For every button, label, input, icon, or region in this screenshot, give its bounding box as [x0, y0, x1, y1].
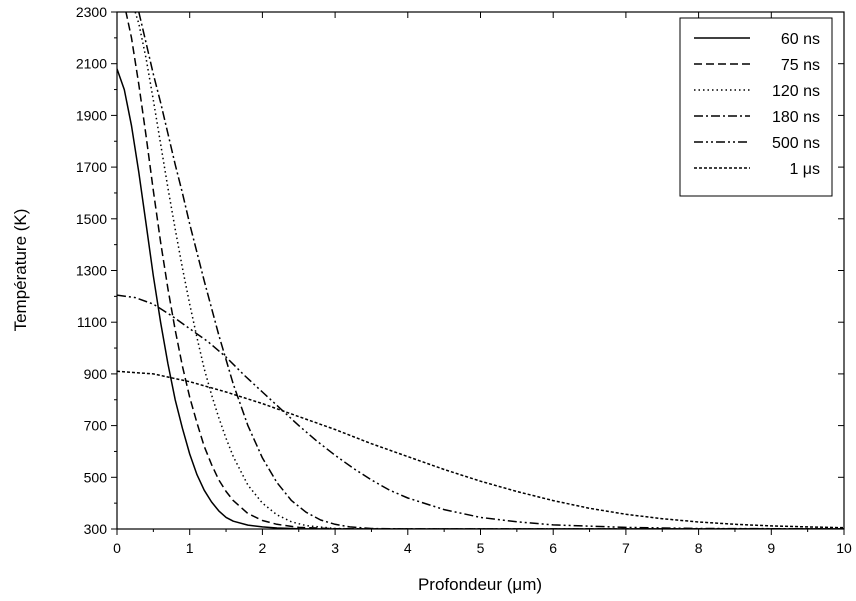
legend-label-6: 1 μs — [789, 161, 820, 178]
legend-label-4: 180 ns — [772, 109, 820, 126]
series-line-5 — [117, 294, 844, 529]
y-tick-label: 2300 — [76, 4, 107, 20]
x-tick-label: 8 — [695, 540, 703, 556]
axes-layer: 0 1 2 3 4 5 6 7 8 9 10 300 500 700 900 1100 1300 1500 1700… — [76, 4, 852, 556]
y-tick-label: 1700 — [76, 159, 107, 175]
legend-label-3: 120 ns — [772, 83, 820, 100]
legend-label-2: 75 ns — [781, 57, 820, 74]
y-tick-label: 900 — [84, 366, 108, 382]
y-tick-label: 700 — [84, 418, 108, 434]
y-tick-label: 1500 — [76, 211, 107, 227]
y-tick-label: 1100 — [77, 314, 107, 330]
legend-label-5: 500 ns — [772, 135, 820, 152]
y-tick-label: 500 — [84, 469, 108, 485]
y-axis-title: Température (K) — [11, 209, 30, 332]
x-tick-label: 10 — [836, 540, 852, 556]
series-line-6 — [117, 370, 844, 529]
x-tick-label: 7 — [622, 540, 630, 556]
legend: 60 ns 75 ns 120 ns 180 ns 500 ns 1 μs — [679, 17, 833, 197]
y-tick-label: 300 — [84, 521, 108, 537]
legend-box — [679, 17, 833, 197]
x-tick-label: 4 — [404, 540, 412, 556]
x-tick-label: 0 — [113, 540, 121, 556]
x-tick-label: 5 — [477, 540, 485, 556]
y-tick-label: 1900 — [76, 107, 107, 123]
x-tick-label: 1 — [186, 540, 194, 556]
y-tick-label: 2100 — [76, 56, 107, 72]
series-line-4 — [138, 12, 844, 529]
x-tick-label: 3 — [331, 540, 339, 556]
legend-label-1: 60 ns — [781, 31, 820, 48]
x-tick-label: 2 — [259, 540, 267, 556]
x-tick-label: 9 — [767, 540, 775, 556]
x-tick-label: 6 — [549, 540, 557, 556]
x-axis-title: Profondeur (μm) — [418, 575, 542, 594]
y-tick-label: 1300 — [76, 263, 107, 279]
